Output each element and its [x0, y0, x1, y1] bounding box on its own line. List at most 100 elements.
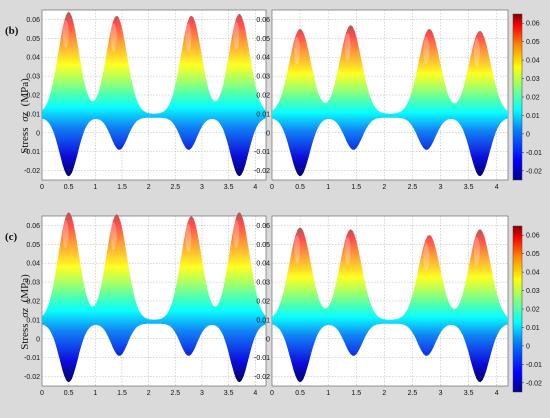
x-tick-label: 2.5 [170, 184, 180, 191]
y-tick-label: 0.06 [256, 223, 270, 230]
ylabel-symbol-b: σz [19, 111, 31, 121]
peak-highlight [233, 220, 240, 249]
panel-label-c: (c) [5, 231, 18, 243]
x-tick-label: 3.5 [224, 390, 234, 397]
x-tick-label: 1 [93, 390, 97, 397]
y-tick-label: 0.01 [26, 111, 40, 118]
x-tick-label: 4 [253, 184, 257, 191]
colorbar-tick-label: 0.01 [526, 325, 540, 332]
x-tick-label: 3.5 [464, 184, 474, 191]
x-tick-label: 3 [439, 390, 443, 397]
x-tick-label: 0.5 [295, 184, 305, 191]
x-tick-label: 1.5 [117, 184, 127, 191]
colorbar-tick-label: 0.06 [526, 21, 540, 28]
ylabel-b: Stress σz (MPa) [19, 78, 31, 154]
y-tick-label: 0.02 [26, 93, 40, 100]
peak-highlight [423, 242, 430, 271]
y-tick-label: 0.05 [26, 242, 40, 249]
x-tick-label: 1.5 [117, 390, 127, 397]
y-tick-label: 0.05 [26, 36, 40, 43]
y-tick-label: 0.03 [256, 74, 270, 81]
ylabel-symbol-c: σz [19, 307, 31, 317]
x-tick-label: 3 [200, 390, 204, 397]
y-tick-label: 0.06 [26, 223, 40, 230]
colorbar-tick-label: 0.03 [526, 76, 540, 83]
y-tick-label: 0.02 [26, 299, 40, 306]
colorbar-tick-label: 0 [526, 343, 530, 350]
x-tick-label: 1.5 [351, 184, 361, 191]
x-tick-label: 1 [93, 184, 97, 191]
y-tick-label: 0.04 [26, 55, 40, 62]
colorbar-tick-label: 0.06 [526, 233, 540, 240]
x-tick-label: 0.5 [64, 390, 74, 397]
x-tick-label: 0 [40, 184, 44, 191]
x-tick-label: 3.5 [464, 390, 474, 397]
panel-label-b: (b) [5, 25, 19, 37]
x-tick-label: 0.5 [295, 390, 305, 397]
ylabel-unit-b: (MPa) [19, 78, 31, 106]
colorbar-tick-label: 0.02 [526, 95, 540, 102]
y-tick-label: 0 [36, 130, 40, 137]
y-tick-label: -0.02 [24, 374, 40, 381]
x-tick-label: 1 [326, 390, 330, 397]
peak-highlight [294, 235, 301, 264]
y-tick-label: -0.01 [24, 355, 40, 362]
y-tick-label: -0.01 [24, 149, 40, 156]
x-tick-label: 0.5 [64, 184, 74, 191]
peak-highlight [344, 33, 351, 62]
colorbar-tick-label: 0.01 [526, 113, 540, 120]
y-tick-label: 0 [266, 336, 270, 343]
y-tick-label: -0.02 [254, 374, 270, 381]
y-tick-label: 0 [266, 130, 270, 137]
peak-highlight [473, 38, 480, 67]
y-tick-label: -0.01 [254, 149, 270, 156]
plot-c-left: 0 0.5 1 1.5 2 2.5 3 3.5 4 -0.02 -0.01 0 0.01 0.02 0.03… [24, 212, 267, 397]
peak-highlight [423, 36, 430, 65]
peak-highlight [185, 224, 192, 252]
y-tick-label: -0.02 [24, 168, 40, 175]
colorbar-tick-label: -0.01 [526, 362, 542, 369]
x-tick-label: 0 [40, 390, 44, 397]
peak-highlight [473, 237, 480, 266]
y-tick-label: 0.04 [256, 55, 270, 62]
y-tick-label: 0.05 [256, 36, 270, 43]
colorbar-tick-label: 0 [526, 131, 530, 138]
ylabel-text-b: Stress [19, 128, 31, 154]
x-tick-label: 0 [270, 184, 274, 191]
y-tick-label: 0.02 [256, 299, 270, 306]
y-tick-label: 0.03 [26, 280, 40, 287]
y-tick-label: 0.06 [26, 17, 40, 24]
ylabel-text-c: Stress [19, 324, 31, 350]
colorbar-tick-label: 0.02 [526, 307, 540, 314]
ylabel-c: Stress σz (MPa) [19, 274, 31, 350]
peak-highlight [62, 220, 69, 249]
x-tick-label: 2.5 [408, 390, 418, 397]
colorbar [512, 13, 523, 181]
colorbar-tick-label: 0.04 [526, 270, 540, 277]
y-tick-label: 0.01 [26, 317, 40, 324]
x-tick-label: 2 [147, 184, 151, 191]
y-tick-label: 0.03 [26, 74, 40, 81]
y-tick-label: 0.04 [256, 261, 270, 268]
x-tick-label: 0 [270, 390, 274, 397]
colorbar-tick-label: 0.05 [526, 39, 540, 46]
y-tick-label: 0.05 [256, 242, 270, 249]
peak-highlight [344, 237, 351, 266]
y-tick-label: 0.03 [256, 280, 270, 287]
colorbar-tick-label: 0.05 [526, 251, 540, 258]
x-tick-label: 4 [495, 390, 499, 397]
peak-highlight [185, 23, 192, 52]
x-tick-label: 2 [147, 390, 151, 397]
y-tick-label: -0.01 [254, 355, 270, 362]
y-tick-label: -0.02 [254, 168, 270, 175]
ylabel-unit-c: (MPa) [19, 274, 31, 302]
x-tick-label: 3.5 [224, 184, 234, 191]
x-tick-label: 3 [439, 184, 443, 191]
x-tick-label: 4 [253, 390, 257, 397]
plot-c-right: 0 0.5 1 1.5 2 2.5 3 3.5 4 -0.02 -0.01 0 0.01 0.02 0.03… [254, 215, 542, 397]
y-tick-label: 0.01 [256, 317, 270, 324]
surface-shading [272, 227, 508, 383]
y-tick-label: 0.02 [256, 93, 270, 100]
x-tick-label: 2 [382, 390, 386, 397]
